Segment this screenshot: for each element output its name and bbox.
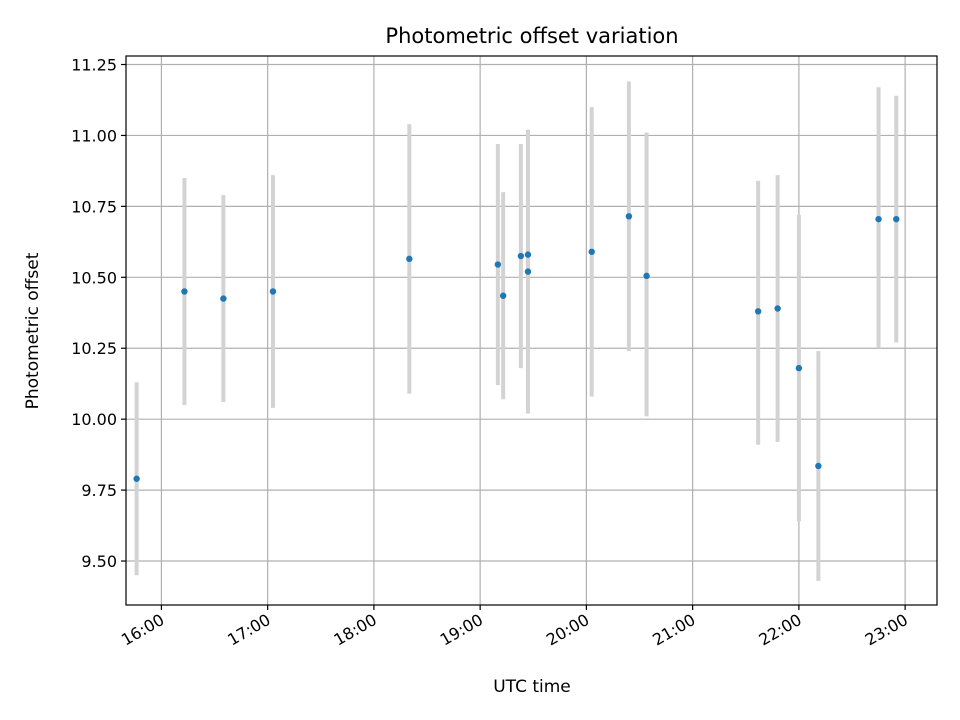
data-point [269,288,277,295]
data-point [588,248,595,255]
data-point [754,308,762,315]
data-point [815,462,822,470]
y-tick-label: 10.00 [71,410,117,429]
data-point [625,213,633,220]
plot-frame [125,55,938,606]
x-axis-label: UTC time [493,677,571,697]
data-point [774,305,781,312]
data-point [181,288,188,295]
data-point [406,255,413,263]
y-tick-label: 11.00 [71,126,117,145]
data-point [133,475,140,482]
data-point [524,251,532,258]
data-point [524,268,532,275]
y-tick-label: 11.25 [71,56,117,75]
data-point [220,295,227,302]
data-point [875,215,882,223]
data-point [893,215,900,223]
y-tick-label: 10.50 [71,268,117,287]
y-tick-label: 9.75 [81,481,117,500]
data-point [494,261,502,268]
data-points [133,213,900,482]
data-point [643,272,650,280]
y-tick-label: 9.50 [81,552,117,571]
data-point [795,364,803,372]
grid [126,56,937,605]
data-point [517,252,525,260]
data-point [499,292,507,299]
y-tick-label: 10.75 [71,197,117,216]
y-axis-label: Photometric offset [23,252,43,409]
y-tick-label: 10.25 [71,339,117,358]
chart-title: Photometric offset variation [385,24,678,48]
y-axis-ticks: 9.50 9.75 10.00 10.25 10.50 10.75 11.00 11.25 [71,56,126,571]
